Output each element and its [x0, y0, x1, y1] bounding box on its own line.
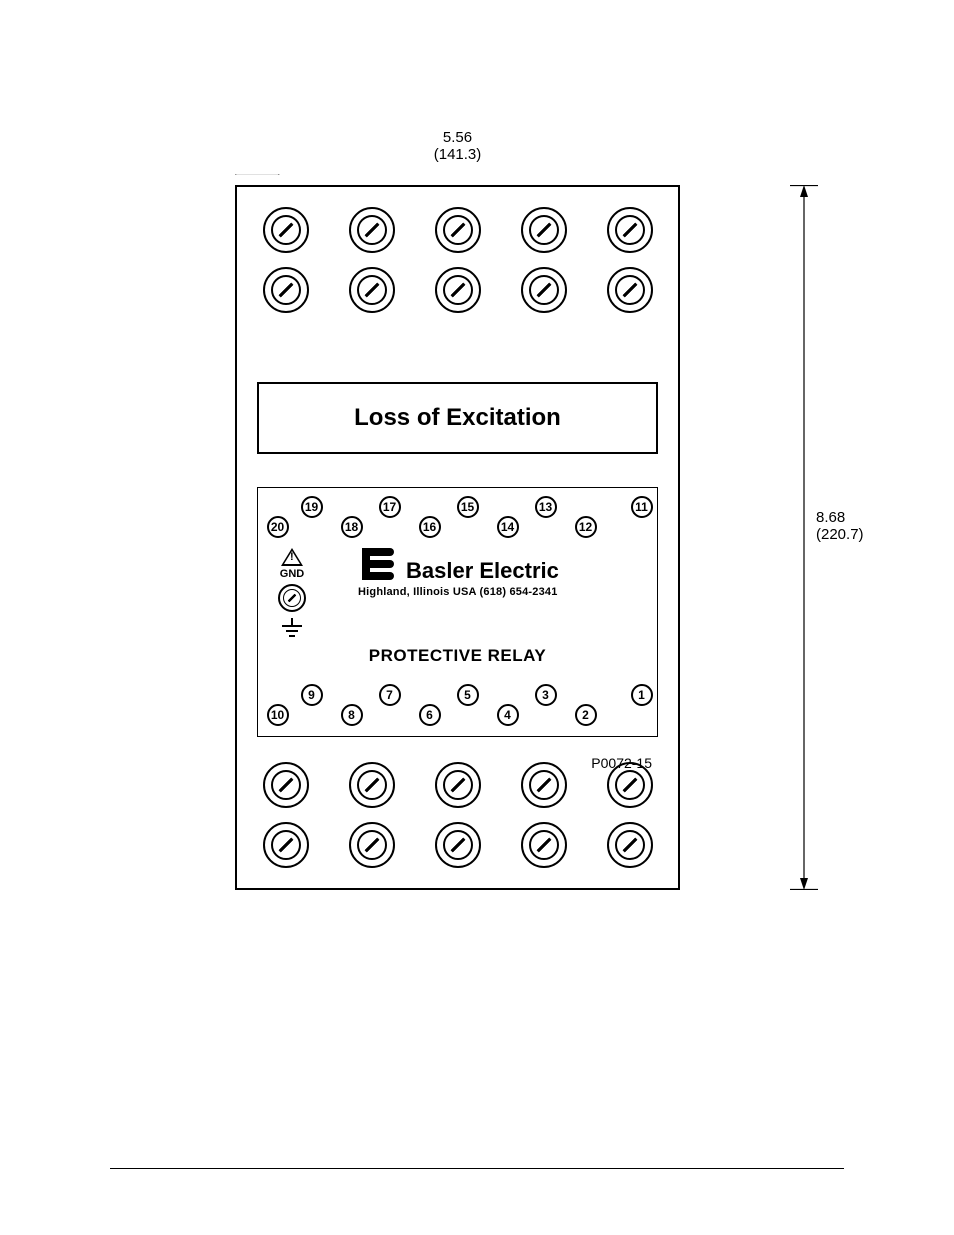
- terminal-pair: 14 13: [497, 496, 575, 540]
- screw-icon: [607, 822, 653, 868]
- terminal-row-top: 20 19 18 17 16 15 14 13: [258, 496, 657, 540]
- brand-address: Highland, Illinois USA (618) 654-2341: [358, 586, 647, 598]
- screw-icon: [349, 762, 395, 808]
- terminal-label: 10: [267, 704, 289, 726]
- terminal-label: 11: [631, 496, 653, 518]
- terminal-label: 17: [379, 496, 401, 518]
- terminal-label: 5: [457, 684, 479, 706]
- dimension-height: 8.68 (220.7): [790, 185, 870, 890]
- ground-symbol-icon: [281, 618, 303, 640]
- dim-height-inches: 8.68: [816, 509, 845, 526]
- screw-icon: [521, 267, 567, 313]
- brand-line: Basler Electric: [358, 544, 647, 584]
- dim-height-arrow: [790, 185, 818, 890]
- relay-title: Loss of Excitation: [354, 404, 561, 432]
- terminal-row-bottom: 10 9 8 7 6 5 4 3: [258, 684, 657, 728]
- product-label: PROTECTIVE RELAY: [258, 646, 657, 666]
- screw-icon: [263, 762, 309, 808]
- terminal-label: 9: [301, 684, 323, 706]
- dim-width-inches: 5.56: [443, 129, 472, 146]
- terminal-pair: 4 3: [497, 684, 575, 728]
- terminal-label: 6: [419, 704, 441, 726]
- terminal-pair: 12 11: [575, 496, 653, 540]
- screw-icon: [521, 762, 567, 808]
- dimension-width-text: 5.56 (141.3): [428, 130, 488, 163]
- screw-icon: [607, 762, 653, 808]
- dim-width-mm: (141.3): [434, 146, 482, 163]
- terminal-label: 3: [535, 684, 557, 706]
- screw-icon: [607, 207, 653, 253]
- terminal-label: 7: [379, 684, 401, 706]
- terminal-pair: 20 19: [263, 496, 341, 540]
- terminal-label: 8: [341, 704, 363, 726]
- screw-icon: [521, 207, 567, 253]
- screw-row-top-2: [237, 267, 678, 313]
- relay-body: Loss of Excitation 20 19 18 17 16: [235, 185, 680, 890]
- screw-icon: [435, 822, 481, 868]
- screw-row-bottom-1: [237, 762, 678, 808]
- terminal-label: 4: [497, 704, 519, 726]
- screw-row-bottom-2: [237, 822, 678, 868]
- screw-icon: [435, 762, 481, 808]
- screw-icon: [263, 207, 309, 253]
- warning-icon: [281, 548, 303, 566]
- terminal-label: 1: [631, 684, 653, 706]
- gnd-label: GND: [272, 568, 312, 580]
- gnd-block: GND: [272, 548, 312, 643]
- title-panel: Loss of Excitation: [257, 382, 658, 454]
- info-panel: 20 19 18 17 16 15 14 13: [257, 487, 658, 737]
- brand-block: Basler Electric Highland, Illinois USA (…: [358, 544, 647, 598]
- screw-icon: [349, 267, 395, 313]
- terminal-pair: 18 17: [341, 496, 419, 540]
- screw-icon: [607, 267, 653, 313]
- dimension-width: 5.56 (141.3): [235, 130, 680, 180]
- terminal-pair: 6 5: [419, 684, 497, 728]
- basler-logo-icon: [358, 544, 398, 584]
- dim-height-mm: (220.7): [816, 526, 864, 543]
- terminal-label: 15: [457, 496, 479, 518]
- terminal-pair: 2 1: [575, 684, 653, 728]
- dimension-height-text: 8.68 (220.7): [816, 507, 864, 546]
- screw-icon: [349, 207, 395, 253]
- relay-figure: 5.56 (141.3) 8.68 (220.7): [190, 130, 790, 910]
- terminal-label: 16: [419, 516, 441, 538]
- terminal-pair: 8 7: [341, 684, 419, 728]
- terminal-pair: 16 15: [419, 496, 497, 540]
- footer-divider: [110, 1168, 844, 1169]
- terminal-label: 20: [267, 516, 289, 538]
- terminal-label: 12: [575, 516, 597, 538]
- screw-icon: [435, 207, 481, 253]
- screw-icon: [521, 822, 567, 868]
- screw-icon: [263, 267, 309, 313]
- terminal-pair: 10 9: [263, 684, 341, 728]
- screw-row-top-1: [237, 207, 678, 253]
- brand-name: Basler Electric: [406, 558, 559, 584]
- terminal-label: 19: [301, 496, 323, 518]
- terminal-label: 13: [535, 496, 557, 518]
- screw-icon: [263, 822, 309, 868]
- terminal-label: 2: [575, 704, 597, 726]
- gnd-screw-icon: [278, 584, 306, 612]
- screw-icon: [435, 267, 481, 313]
- dim-width-arrow: [235, 174, 280, 175]
- screw-icon: [349, 822, 395, 868]
- terminal-label: 14: [497, 516, 519, 538]
- terminal-label: 18: [341, 516, 363, 538]
- page: 5.56 (141.3) 8.68 (220.7): [0, 0, 954, 1235]
